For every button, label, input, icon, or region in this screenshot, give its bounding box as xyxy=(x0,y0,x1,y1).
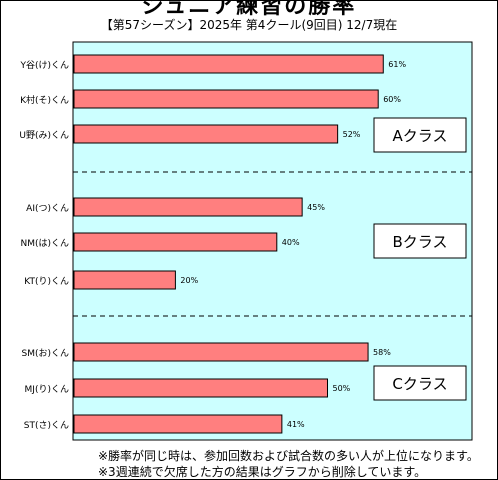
class-label-box xyxy=(373,365,467,401)
category-label: AI(つ)くん xyxy=(26,203,69,214)
category-label: NM(は)くん xyxy=(20,238,69,249)
data-label: 52% xyxy=(343,130,361,139)
category-label: K村(そ)くん xyxy=(20,94,69,106)
class-label: Aクラス xyxy=(393,127,448,145)
bar xyxy=(73,378,328,398)
data-label: 58% xyxy=(373,348,391,357)
chart-subtitle: 【第57シーズン】2025年 第4クール(9回目) 12/7現在 xyxy=(100,18,398,32)
category-label: MJ(り)くん xyxy=(25,384,69,395)
category-label: ST(さ)くん xyxy=(24,420,69,431)
data-label: 60% xyxy=(383,95,401,104)
data-label: 20% xyxy=(180,276,198,285)
bar xyxy=(73,89,379,109)
data-label: 50% xyxy=(333,384,351,393)
class-label: Bクラス xyxy=(393,233,448,251)
bar xyxy=(73,124,339,144)
bar xyxy=(73,197,303,217)
class-label-box xyxy=(373,117,467,153)
bar xyxy=(73,232,278,252)
class-label-box xyxy=(373,223,467,259)
data-label: 40% xyxy=(282,238,300,247)
class-label: Cクラス xyxy=(392,375,447,393)
category-label: Y谷(け)くん xyxy=(19,60,69,71)
bar xyxy=(73,270,176,290)
category-label: KT(り)くん xyxy=(24,276,69,287)
footnotes: ※勝率が同じ時は、参加回数および試合数の多い人が上位になります。 ※3週連続で欠… xyxy=(98,448,479,480)
data-label: 41% xyxy=(287,420,305,429)
category-label: U野(み)くん xyxy=(19,130,69,141)
footnote-absence-rule: ※3週連続で欠席した方の結果はグラフから削除しています。 xyxy=(98,465,427,479)
bar xyxy=(73,54,384,74)
bar xyxy=(73,414,283,434)
footnote-tie-rule: ※勝率が同じ時は、参加回数および試合数の多い人が上位になります。 xyxy=(98,449,479,463)
category-label: SM(お)くん xyxy=(21,348,69,359)
bar xyxy=(73,342,369,362)
data-label: 61% xyxy=(388,60,406,69)
data-label: 45% xyxy=(307,203,325,212)
chart-title: ジュニア練習の勝率 xyxy=(141,0,357,19)
